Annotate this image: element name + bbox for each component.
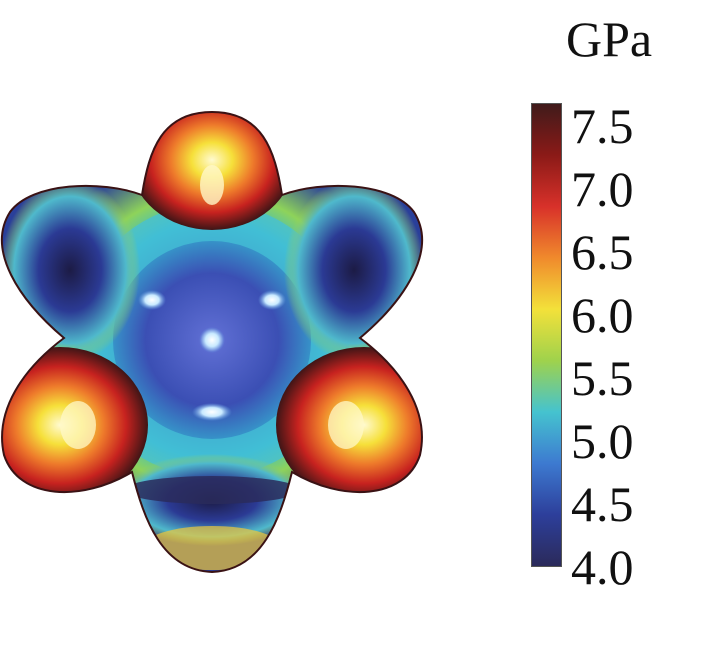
surface-outline [0,110,424,574]
colorbar-unit-label: GPa [566,11,653,67]
colorbar-tick-7-0: 7.0 [571,161,634,217]
colorbar-tick-4-5: 4.5 [571,476,634,532]
lobed-surface [1,112,423,572]
colorbar-gradient [531,103,562,567]
colorbar-tick-6-0: 6.0 [571,287,634,343]
colorbar-tick-6-5: 6.5 [571,224,634,280]
colorbar-tick-5-0: 5.0 [571,413,634,469]
colorbar-tick-7-5: 7.5 [571,98,634,154]
colorbar-tick-5-5: 5.5 [571,350,634,406]
colorbar-tick-4-0: 4.0 [571,539,634,595]
